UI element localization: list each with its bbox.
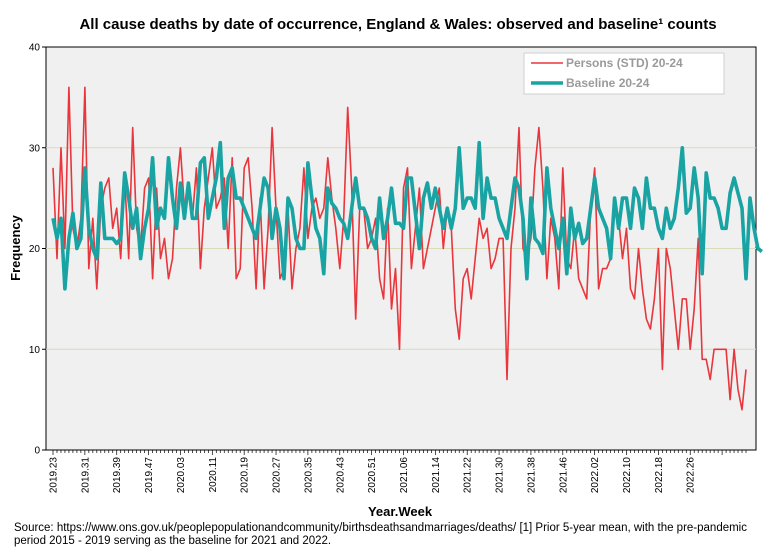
x-axis-ticks: 2019.23 2019.31 2019.39 2019.47 2020.03 2020.… bbox=[49, 450, 747, 493]
x-axis-label: Year.Week bbox=[368, 504, 433, 519]
y-tick-label: 30 bbox=[29, 143, 41, 154]
x-tick-label: 2022.26 bbox=[686, 457, 697, 494]
x-tick-label: 2020.43 bbox=[335, 457, 346, 494]
source-note: Source: https://www.ons.gov.uk/peoplepop… bbox=[14, 522, 747, 547]
y-axis-ticks: 0 10 20 30 40 bbox=[29, 43, 46, 457]
chart-title: All cause deaths by date of occurrence, … bbox=[79, 16, 716, 33]
legend-box bbox=[523, 52, 725, 95]
x-tick-label: 2022.18 bbox=[654, 457, 665, 494]
x-tick-label: 2019.47 bbox=[144, 457, 155, 494]
x-tick-label: 2019.39 bbox=[112, 457, 123, 494]
x-tick-label: 2021.30 bbox=[495, 457, 506, 494]
series-line-baseline bbox=[51, 140, 763, 291]
y-tick-label: 0 bbox=[34, 446, 40, 457]
x-tick-label: 2020.19 bbox=[240, 457, 251, 494]
x-tick-label: 2021.06 bbox=[399, 457, 410, 494]
x-tick-label: 2020.27 bbox=[272, 457, 283, 494]
y-tick-label: 10 bbox=[29, 345, 41, 356]
y-axis-label: Frequency bbox=[8, 214, 23, 281]
x-tick-label: 2022.10 bbox=[622, 457, 633, 494]
y-tick-label: 40 bbox=[29, 43, 41, 54]
x-tick-label: 2020.51 bbox=[367, 457, 378, 494]
legend-label-baseline: Baseline 20-24 bbox=[566, 76, 650, 90]
series-line-observed bbox=[52, 86, 747, 411]
x-tick-label: 2021.22 bbox=[463, 457, 474, 494]
x-tick-label: 2020.35 bbox=[303, 457, 314, 494]
grid-lines bbox=[46, 147, 756, 350]
x-tick-label: 2019.31 bbox=[80, 457, 91, 494]
x-tick-label: 2021.14 bbox=[431, 457, 442, 494]
legend: Persons (STD) 20-24 Baseline 20-24 bbox=[523, 52, 725, 95]
x-tick-label: 2021.38 bbox=[526, 457, 537, 494]
chart: All cause deaths by date of occurrence, … bbox=[8, 16, 763, 519]
x-tick-label: 2020.11 bbox=[208, 457, 219, 493]
y-tick-label: 20 bbox=[29, 244, 41, 255]
x-tick-label: 2021.46 bbox=[558, 457, 569, 494]
legend-label-observed: Persons (STD) 20-24 bbox=[566, 56, 683, 70]
x-tick-label: 2019.23 bbox=[49, 457, 60, 494]
x-tick-label: 2022.02 bbox=[590, 457, 601, 494]
x-tick-label: 2020.03 bbox=[176, 457, 187, 494]
